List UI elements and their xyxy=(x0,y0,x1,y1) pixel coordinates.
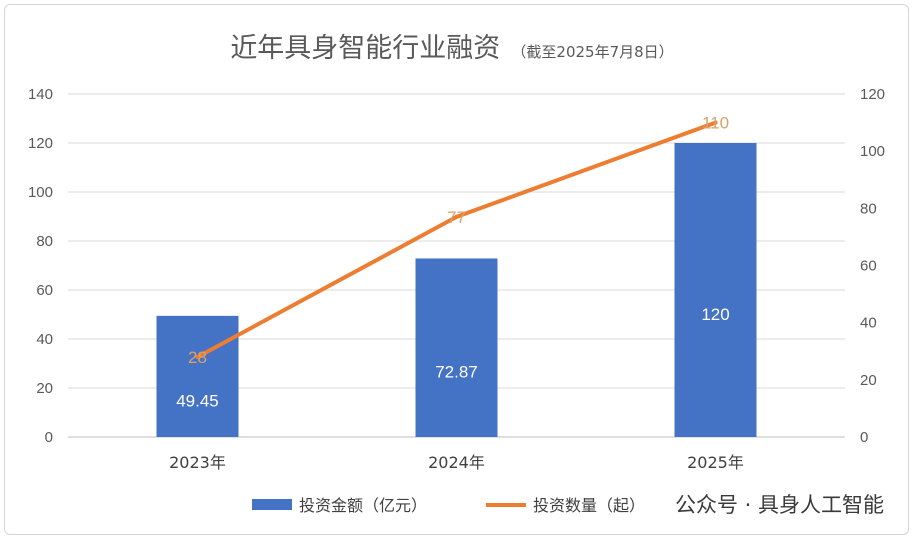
left-tick-label: 40 xyxy=(36,331,53,348)
x-axis: 2023年 2024年 2025年 xyxy=(169,453,744,472)
left-tick-label: 100 xyxy=(28,184,53,201)
line-data-label: 28 xyxy=(188,348,207,367)
line-point xyxy=(713,120,718,125)
right-tick-label: 60 xyxy=(860,258,877,275)
left-tick-label: 140 xyxy=(28,86,53,103)
bar-data-label: 49.45 xyxy=(176,391,219,410)
chart-subtitle: （截至2025年7月8日） xyxy=(511,43,673,61)
bar xyxy=(156,315,239,437)
line-series: 28 77 110 xyxy=(188,114,729,367)
bar-data-label: 72.87 xyxy=(435,363,478,382)
x-tick-label: 2024年 xyxy=(428,453,485,472)
legend-bar-swatch xyxy=(252,499,292,510)
x-tick-label: 2023年 xyxy=(169,453,226,472)
right-axis: 0 20 40 60 80 100 120 xyxy=(860,86,885,446)
left-tick-label: 80 xyxy=(36,233,53,250)
right-tick-label: 40 xyxy=(860,315,877,332)
x-tick-label: 2025年 xyxy=(687,453,744,472)
bar xyxy=(415,258,498,437)
left-tick-label: 120 xyxy=(28,135,53,152)
left-axis: 0 20 40 60 80 100 120 140 xyxy=(28,86,53,446)
line-data-label: 77 xyxy=(447,208,466,227)
right-tick-label: 100 xyxy=(860,143,885,160)
left-tick-label: 0 xyxy=(45,429,53,446)
left-tick-label: 60 xyxy=(36,282,53,299)
svg-text:近年具身智能行业融资 （截至2025年7月8日）: 近年具身智能行业融资 （截至2025年7月8日） xyxy=(230,33,673,64)
legend-line-label: 投资数量（起） xyxy=(533,496,645,515)
line-point xyxy=(195,354,200,359)
line-data-label: 110 xyxy=(702,114,729,133)
left-tick-label: 20 xyxy=(36,380,53,397)
right-tick-label: 80 xyxy=(860,200,877,217)
line-point xyxy=(454,214,459,219)
bar-series: 49.45 72.87 120 xyxy=(156,143,757,437)
legend-bar-label: 投资金额（亿元） xyxy=(299,496,427,515)
right-tick-label: 20 xyxy=(860,372,877,389)
bar xyxy=(674,143,757,437)
bar-data-label: 120 xyxy=(701,305,729,324)
chart-title: 近年具身智能行业融资 xyxy=(230,33,500,64)
right-tick-label: 0 xyxy=(860,429,868,446)
legend: 投资金额（亿元） 投资数量（起） xyxy=(252,496,645,515)
watermark-text: 公众号 · 具身人工智能 xyxy=(675,493,884,517)
right-tick-label: 120 xyxy=(860,86,885,103)
